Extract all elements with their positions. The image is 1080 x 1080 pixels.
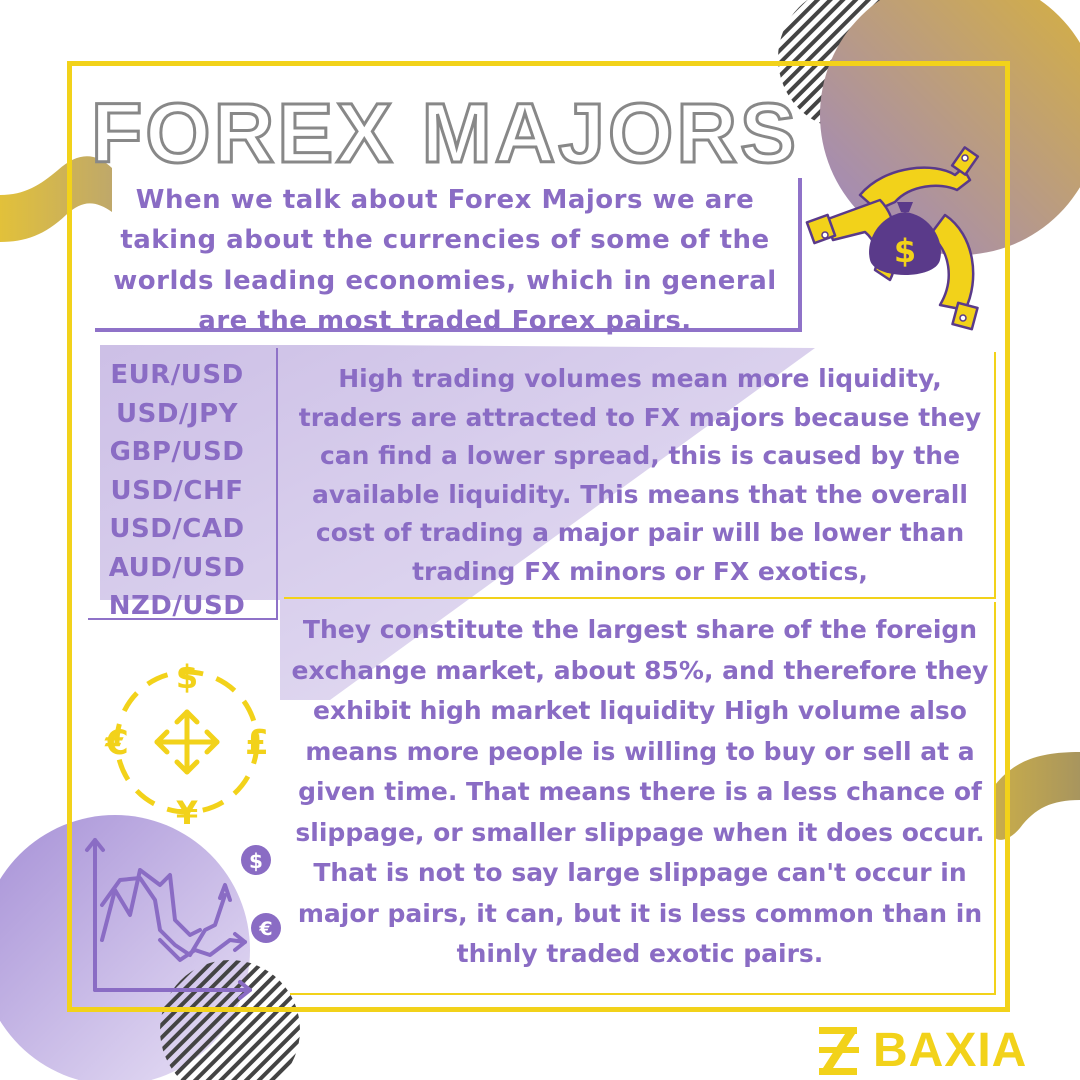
content-frame: [67, 61, 1010, 1012]
wave-right: [995, 752, 1080, 840]
baxia-logo-icon: [819, 1027, 859, 1075]
baxia-logo-text: BAXIA: [873, 1024, 1028, 1077]
pair-item: EUR/USD: [110, 360, 244, 390]
purple-band: [100, 345, 815, 700]
currency-pairs-list: EUR/USD USD/JPY GBP/USD USD/CHF USD/CAD …: [92, 356, 262, 626]
svg-text:$: $: [894, 232, 916, 270]
dollar-symbol: $: [176, 658, 198, 696]
pair-item: USD/CAD: [109, 514, 245, 544]
paragraph-1-box: [284, 352, 996, 599]
wave-left: [0, 156, 112, 242]
euro-symbol: €: [104, 723, 129, 763]
pair-item: GBP/USD: [109, 437, 245, 467]
paragraph-2: They constitute the largest share of the…: [291, 615, 989, 968]
intro-text: When we talk about Forex Majors we are t…: [113, 185, 777, 336]
paragraph-2-box: [290, 602, 996, 995]
currency-exchange-icon: $ € £ ¥: [104, 658, 269, 832]
baxia-logo: BAXIA: [815, 1022, 1070, 1080]
pair-item: AUD/USD: [108, 552, 246, 583]
yen-symbol: ¥: [176, 794, 198, 832]
pair-item: USD/CHF: [110, 475, 244, 506]
trading-chart-icon: $ €: [85, 838, 281, 1000]
pound-symbol: £: [245, 723, 269, 763]
pairs-box: [88, 348, 278, 620]
euro-coin-symbol: €: [258, 918, 272, 940]
pair-item: NZD/USD: [108, 591, 246, 621]
intro-box: [95, 178, 802, 332]
svg-text:FOREX MAJORS: FOREX MAJORS: [95, 86, 795, 180]
page-title: FOREX MAJORS: [95, 85, 795, 181]
dollar-coin-symbol: $: [249, 849, 263, 873]
money-bag-hands-icon: $: [805, 146, 980, 331]
pair-item: USD/JPY: [116, 398, 238, 429]
paragraph-1: High trading volumes mean more liquidity…: [298, 364, 982, 586]
